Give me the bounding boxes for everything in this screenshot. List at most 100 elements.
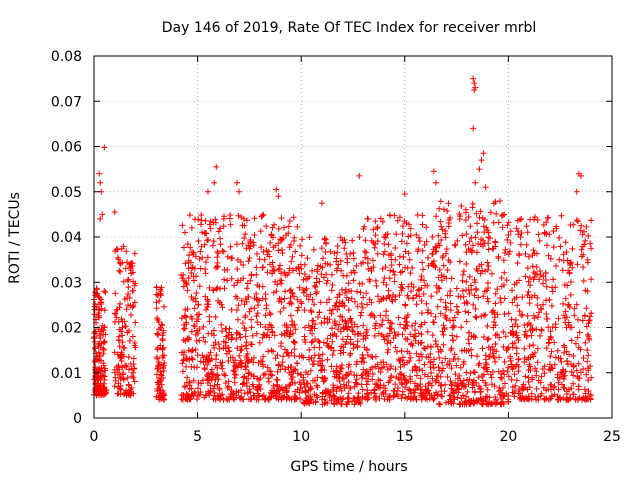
data-point [131,342,138,349]
data-point [519,387,526,394]
data-point [374,225,381,232]
data-point [427,359,434,366]
data-point [434,303,441,310]
data-point [460,392,467,399]
data-point [432,337,439,344]
data-point [213,285,220,292]
data-point [242,314,249,321]
data-point [248,316,255,323]
data-point [466,290,473,297]
data-point [249,381,256,388]
data-point [538,373,545,380]
data-point [492,332,499,339]
data-point [378,359,385,366]
data-point [300,289,307,296]
data-point [403,380,410,387]
data-point [331,320,338,327]
data-point [290,330,297,337]
data-point [388,250,395,257]
data-point [562,295,569,302]
data-point [354,338,361,345]
data-point [513,294,520,301]
data-point [183,379,190,386]
data-point [560,300,567,307]
data-point [198,380,205,387]
data-point [576,329,583,336]
data-point [439,393,446,400]
data-point [537,272,544,279]
data-point [375,365,382,372]
data-point [478,400,485,407]
data-point [96,306,103,313]
data-point [231,379,238,386]
data-point [364,215,371,222]
data-point [287,286,294,293]
data-point [443,315,450,322]
data-point [210,332,217,339]
data-point [343,401,350,408]
data-point [540,301,547,308]
data-point [469,204,476,211]
data-point [131,365,138,372]
x-tick-label: 20 [499,429,517,445]
data-point [111,383,118,390]
data-point [369,257,376,264]
data-point [246,357,253,364]
data-point [241,235,248,242]
data-point [383,281,390,288]
data-point [324,319,331,326]
data-point [407,331,414,338]
data-point [567,395,574,402]
data-point [93,391,100,398]
data-point [130,302,137,309]
data-point [181,229,188,236]
data-point [257,321,264,328]
data-point [233,179,240,186]
data-point [238,360,245,367]
data-point [117,391,124,398]
data-point [304,371,311,378]
data-point [132,319,139,326]
data-point [92,385,99,392]
data-point [575,218,582,225]
data-point [342,286,349,293]
data-point [374,224,381,231]
data-point [495,388,502,395]
data-point [404,292,411,299]
data-point [549,288,556,295]
data-point [360,366,367,373]
data-point [102,367,109,374]
data-point [442,355,449,362]
data-point [574,316,581,323]
data-point [396,214,403,221]
data-point [419,259,426,266]
x-tick-label: 15 [396,429,414,445]
data-point [216,395,223,402]
data-point [516,308,523,315]
data-point [234,316,241,323]
data-point [238,393,245,400]
data-point [96,340,103,347]
data-point [343,294,350,301]
data-point [523,241,530,248]
data-point [211,179,218,186]
data-point [204,301,211,308]
data-point [407,373,414,380]
data-point [379,218,386,225]
data-point [484,393,491,400]
data-point [351,401,358,408]
data-point [426,395,433,402]
data-point [479,401,486,408]
data-point [454,237,461,244]
data-point [582,339,589,346]
data-point [271,332,278,339]
data-point [404,348,411,355]
data-point [564,282,571,289]
data-point [285,230,292,237]
data-point [496,354,503,361]
data-point [484,323,491,330]
data-point [154,385,161,392]
data-point [484,295,491,302]
data-point [579,317,586,324]
data-point [221,266,228,273]
